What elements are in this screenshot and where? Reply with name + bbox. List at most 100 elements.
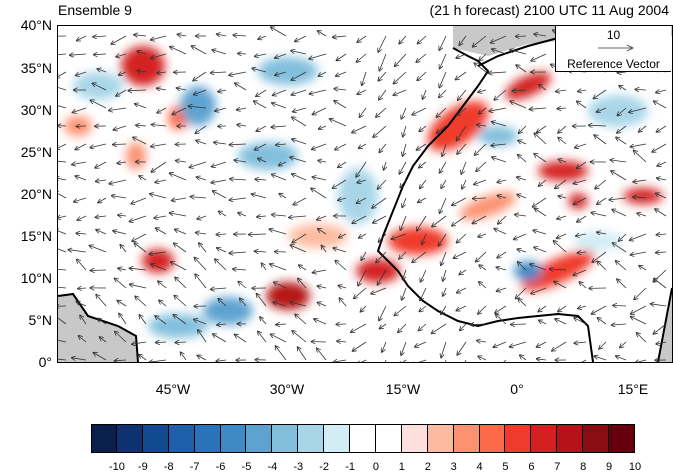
colorbar bbox=[91, 424, 635, 453]
wind-arrow bbox=[90, 144, 106, 148]
wind-arrow bbox=[597, 261, 606, 270]
wind-arrow bbox=[292, 117, 306, 126]
wind-arrow bbox=[109, 180, 126, 184]
wind-arrow bbox=[128, 90, 146, 91]
wind-arrow bbox=[456, 54, 466, 58]
wind-arrow bbox=[213, 191, 226, 198]
wind-arrow bbox=[74, 198, 86, 202]
wind-arrow bbox=[594, 135, 606, 144]
wind-arrow bbox=[219, 211, 226, 216]
wind-arrow bbox=[357, 360, 366, 362]
wind-arrow bbox=[154, 216, 166, 218]
wind-arrow bbox=[58, 161, 66, 162]
wind-arrow bbox=[229, 252, 246, 253]
wind-arrow bbox=[229, 72, 246, 75]
anomaly-shading bbox=[64, 46, 663, 338]
wind-arrow bbox=[492, 122, 506, 126]
wind-arrow bbox=[488, 72, 506, 73]
wind-arrow bbox=[440, 162, 447, 173]
wind-arrow bbox=[112, 196, 126, 198]
wind-arrow bbox=[439, 72, 446, 88]
lat-label: 40°N bbox=[0, 18, 52, 32]
reference-arrow-icon bbox=[596, 43, 636, 53]
wind-arrow bbox=[199, 243, 206, 252]
wind-arrow bbox=[95, 216, 106, 217]
wind-arrow bbox=[616, 261, 626, 270]
wind-arrow bbox=[139, 176, 146, 180]
wind-arrow bbox=[58, 178, 66, 180]
wind-arrow bbox=[318, 161, 326, 163]
wind-arrow bbox=[457, 342, 466, 355]
wind-arrow bbox=[58, 230, 66, 234]
wind-arrow bbox=[402, 288, 406, 300]
wind-arrow bbox=[634, 151, 646, 163]
wind-arrow bbox=[555, 180, 566, 188]
lat-label: 20°N bbox=[0, 187, 52, 201]
wind-arrow bbox=[373, 216, 386, 223]
wind-arrow bbox=[495, 306, 506, 313]
colorbar-cell bbox=[221, 424, 247, 453]
wind-arrow bbox=[393, 90, 406, 95]
wind-arrow bbox=[492, 157, 506, 162]
wind-arrow bbox=[97, 69, 106, 72]
wind-arrow bbox=[132, 234, 146, 241]
wind-arrow bbox=[58, 54, 66, 55]
wind-arrow bbox=[337, 341, 346, 342]
wind-arrow bbox=[317, 348, 326, 360]
wind-arrow bbox=[516, 288, 526, 299]
wind-arrow bbox=[418, 36, 426, 44]
wind-arrow bbox=[611, 171, 626, 180]
wind-arrow bbox=[312, 177, 326, 180]
colorbar-tick-label: -10 bbox=[109, 461, 125, 473]
wind-arrow bbox=[539, 180, 546, 186]
colorbar-cell bbox=[117, 424, 143, 453]
panel-title: Ensemble 9 bbox=[58, 2, 132, 18]
wind-arrow bbox=[462, 360, 466, 362]
wind-arrow bbox=[139, 355, 146, 360]
wind-arrow bbox=[631, 317, 647, 324]
colorbar-tick-label: 4 bbox=[477, 461, 483, 473]
wind-arrow bbox=[195, 258, 207, 270]
wind-arrow bbox=[529, 108, 546, 109]
wind-arrow bbox=[371, 288, 386, 294]
wind-arrow bbox=[276, 324, 286, 325]
lat-label: 35°N bbox=[0, 61, 52, 75]
wind-arrow bbox=[635, 360, 646, 362]
wind-arrow bbox=[531, 54, 546, 61]
colorbar-tick-label: -3 bbox=[293, 461, 303, 473]
wind-arrow bbox=[293, 198, 306, 205]
wind-arrow bbox=[498, 216, 506, 224]
wind-arrow bbox=[519, 126, 526, 133]
wind-arrow bbox=[98, 198, 106, 203]
wind-arrow bbox=[312, 108, 326, 115]
colorbar-tick-label: -8 bbox=[164, 461, 174, 473]
wind-arrow bbox=[118, 215, 126, 216]
wind-arrow bbox=[657, 126, 667, 132]
wind-arrow bbox=[172, 198, 186, 201]
wind-arrow bbox=[76, 233, 86, 234]
wind-arrow bbox=[656, 252, 666, 253]
wind-arrow bbox=[89, 246, 106, 253]
wind-arrow bbox=[458, 90, 466, 100]
wind-arrow bbox=[149, 360, 166, 362]
wind-arrow bbox=[457, 234, 467, 243]
wind-arrow bbox=[652, 144, 666, 152]
wind-arrow bbox=[517, 177, 526, 180]
wind-arrow bbox=[493, 342, 506, 347]
wind-arrow bbox=[113, 144, 126, 145]
wind-arrow bbox=[441, 252, 446, 265]
wind-arrow bbox=[95, 162, 106, 168]
wind-arrow bbox=[520, 355, 526, 360]
wind-arrow bbox=[312, 144, 326, 149]
wind-arrow bbox=[257, 216, 266, 217]
reference-vector-magnitude: 10 bbox=[556, 28, 671, 42]
wind-arrow bbox=[639, 266, 646, 270]
wind-arrow bbox=[353, 342, 367, 351]
wind-arrow bbox=[75, 176, 86, 180]
wind-arrow bbox=[656, 234, 666, 235]
wind-arrow bbox=[595, 180, 606, 189]
wind-arrow bbox=[571, 360, 586, 362]
colorbar-cell bbox=[324, 424, 350, 453]
wind-arrow bbox=[402, 270, 406, 280]
colorbar-cell bbox=[531, 424, 557, 453]
